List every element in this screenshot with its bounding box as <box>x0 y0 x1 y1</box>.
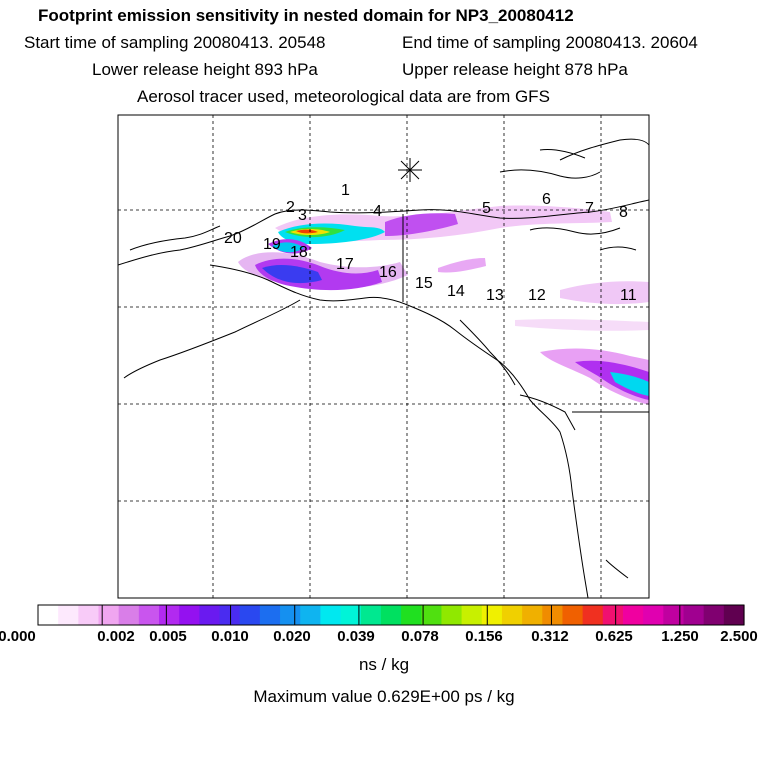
color-bar-segment <box>542 605 564 625</box>
point-label: 1 <box>341 182 350 199</box>
colorbar-tick-label: 0.039 <box>337 628 375 645</box>
color-bar-segment <box>380 605 402 625</box>
color-bar-segment <box>239 605 261 625</box>
color-bar-dividers <box>101 605 681 625</box>
boundaries <box>402 214 649 413</box>
point-label: 3 <box>298 207 307 224</box>
color-bar-segment <box>360 605 382 625</box>
lower-height-label: Lower release height 893 hPa <box>92 60 318 79</box>
color-bar-segment <box>300 605 321 625</box>
color-bar-segment <box>138 605 160 625</box>
color-bar-segment <box>703 605 725 625</box>
release-point-marker <box>398 158 422 182</box>
color-bar-frame <box>37 604 745 626</box>
point-label: 13 <box>486 287 504 304</box>
colorbar-tick-label: 0.625 <box>595 628 633 645</box>
colorbar-tick-label: 0.156 <box>465 628 503 645</box>
point-label: 15 <box>415 275 433 292</box>
start-time-label: Start time of sampling 20080413. 20548 <box>24 33 326 52</box>
color-bar-segment <box>38 605 59 625</box>
color-bar-segment <box>501 605 523 625</box>
point-label: 18 <box>290 244 308 261</box>
color-bar-segment <box>340 605 362 625</box>
point-label: 6 <box>542 191 551 208</box>
colorbar-tick-label: 0.005 <box>149 628 187 645</box>
trajectory-point-labels: 1 2 3 4 5 6 7 8 11 12 13 14 15 16 17 18 … <box>224 182 637 304</box>
colorbar-tick-label: 0.078 <box>401 628 439 645</box>
point-label: 20 <box>224 230 242 247</box>
point-label: 8 <box>619 204 628 221</box>
color-bar <box>38 605 745 625</box>
color-bar-segment <box>683 605 705 625</box>
point-label: 4 <box>373 203 382 220</box>
map-title: Footprint emission sensitivity in nested… <box>38 6 574 25</box>
color-bar-segment <box>522 605 543 625</box>
graticule <box>118 115 649 598</box>
tracer-label: Aerosol tracer used, meteorological data… <box>137 87 550 106</box>
coastlines <box>118 138 649 598</box>
point-label: 5 <box>482 200 491 217</box>
color-bar-segment <box>98 605 120 625</box>
colorbar-tick-label: 1.250 <box>661 628 699 645</box>
color-bar-segment <box>562 605 584 625</box>
color-bar-segment <box>582 605 604 625</box>
point-label: 7 <box>585 200 594 217</box>
colorbar-tick-label: 0.020 <box>273 628 311 645</box>
color-bar-segment <box>723 605 745 625</box>
point-label: 17 <box>336 256 354 273</box>
color-bar-segment <box>441 605 463 625</box>
point-label: 11 <box>620 287 637 304</box>
color-bar-segment <box>481 605 503 625</box>
color-bar-segment <box>622 605 644 625</box>
color-bar-segment <box>219 605 241 625</box>
upper-height-label: Upper release height 878 hPa <box>402 60 628 79</box>
point-label: 14 <box>447 283 465 300</box>
colorbar-tick-label: 0.010 <box>211 628 249 645</box>
color-bar-segment <box>602 605 624 625</box>
color-bar-segment <box>401 605 422 625</box>
color-bar-segment <box>199 605 221 625</box>
emission-sensitivity-field <box>238 205 649 405</box>
colorbar-tick-label: 0.000 <box>0 628 36 645</box>
map-frame <box>117 114 650 599</box>
color-bar-segment <box>259 605 281 625</box>
end-time-label: End time of sampling 20080413. 20604 <box>402 33 698 52</box>
color-bar-segment <box>280 605 301 625</box>
point-label: 16 <box>379 264 397 281</box>
color-bar-segment <box>461 605 483 625</box>
colorbar-tick-label: 0.002 <box>97 628 135 645</box>
color-bar-segment <box>320 605 342 625</box>
color-bar-segment <box>643 605 664 625</box>
color-bar-segment <box>118 605 140 625</box>
color-bar-segment <box>663 605 685 625</box>
colorbar-tick-label: 2.500 <box>720 628 758 645</box>
color-bar-segment <box>179 605 200 625</box>
colorbar-tick-label: 0.312 <box>531 628 569 645</box>
point-label: 12 <box>528 287 546 304</box>
color-bar-segment <box>58 605 79 625</box>
color-bar-segment <box>421 605 443 625</box>
color-bar-segment <box>78 605 100 625</box>
color-bar-segment <box>159 605 180 625</box>
point-label: 2 <box>286 199 295 216</box>
point-label: 19 <box>263 236 281 253</box>
maximum-value-label: Maximum value 0.629E+00 ps / kg <box>253 687 515 706</box>
colorbar-units: ns / kg <box>358 655 410 674</box>
